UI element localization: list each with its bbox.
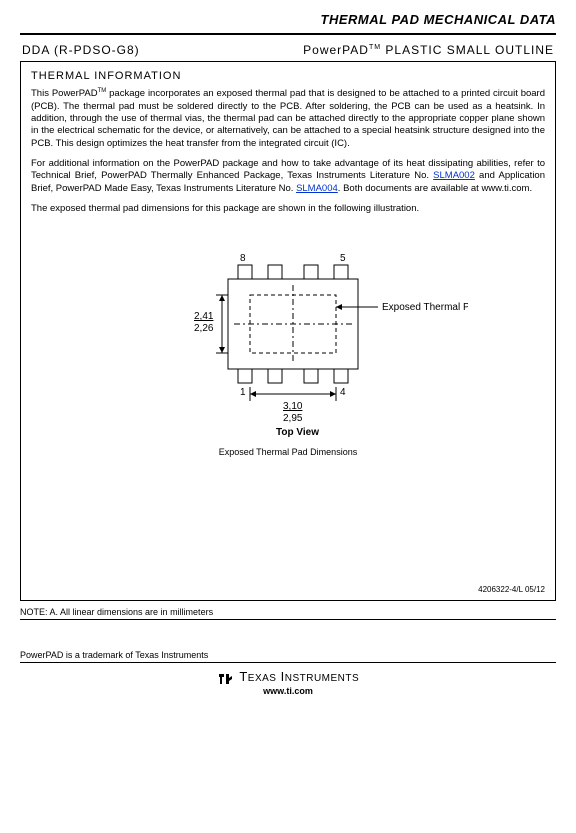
footer-trademark: PowerPAD is a trademark of Texas Instrum…	[20, 650, 556, 660]
para1-a: This PowerPAD	[31, 88, 98, 99]
dim-w-bot: 2,95	[283, 413, 303, 424]
paragraph-3: The exposed thermal pad dimensions for t…	[31, 203, 545, 215]
dim-h-bot: 2,26	[194, 323, 214, 334]
link-slma002[interactable]: SLMA002	[433, 170, 475, 181]
logo-area: TEXAS INSTRUMENTS www.ti.com	[20, 669, 556, 696]
content-frame: THERMAL INFORMATION This PowerPADTM pack…	[20, 61, 556, 601]
brand-name: PowerPAD	[303, 43, 369, 57]
brand-nstruments: NSTRUMENTS	[285, 673, 359, 684]
pin-8-label: 8	[240, 253, 246, 264]
link-slma004[interactable]: SLMA004	[296, 183, 338, 194]
package-type-suffix: PLASTIC SMALL OUTLINE	[381, 43, 554, 57]
brand-exas: EXAS	[248, 673, 277, 684]
pin-5-label: 5	[340, 253, 346, 264]
titlebar: DDA (R-PDSO-G8) PowerPADTM PLASTIC SMALL…	[20, 41, 556, 59]
package-svg: 8 5 1 4 2,41 2,26 3,10 2,95 Exposed Ther…	[108, 229, 468, 439]
package-code: DDA (R-PDSO-G8)	[22, 43, 140, 57]
dim-h-top: 2,41	[194, 311, 214, 322]
para2-c: . Both documents are available at www.ti…	[338, 183, 532, 194]
view-label: Top View	[276, 427, 319, 438]
note-rule	[20, 619, 556, 620]
paragraph-2: For additional information on the PowerP…	[31, 158, 545, 195]
brand-text: TEXAS INSTRUMENTS	[239, 669, 359, 684]
brand-url: www.ti.com	[20, 686, 556, 696]
figure-caption: Exposed Thermal Pad Dimensions	[31, 447, 545, 457]
page-header: THERMAL PAD MECHANICAL DATA	[20, 12, 556, 27]
package-type: PowerPADTM PLASTIC SMALL OUTLINE	[303, 43, 554, 57]
dim-w-top: 3,10	[283, 401, 303, 412]
note: NOTE: A. All linear dimensions are in mi…	[20, 607, 556, 617]
trademark-symbol: TM	[98, 88, 107, 94]
section-heading: THERMAL INFORMATION	[31, 70, 545, 82]
header-rule	[20, 33, 556, 35]
callout-label: Exposed Thermal Pad	[382, 302, 468, 313]
ti-logo-icon	[217, 672, 237, 686]
page-header-title: THERMAL PAD MECHANICAL DATA	[321, 12, 556, 27]
brand-i: I	[276, 669, 284, 684]
trademark-symbol: TM	[369, 44, 381, 51]
paragraph-1: This PowerPADTM package incorporates an …	[31, 88, 545, 150]
package-figure: 8 5 1 4 2,41 2,26 3,10 2,95 Exposed Ther…	[31, 229, 545, 489]
pin-4-label: 4	[340, 387, 346, 398]
revision-code: 4206322-4/L 05/12	[478, 585, 545, 594]
footer-rule	[20, 662, 556, 663]
para1-b: package incorporates an exposed thermal …	[31, 88, 545, 148]
brand-t: T	[239, 669, 247, 684]
pin-1-label: 1	[240, 387, 246, 398]
